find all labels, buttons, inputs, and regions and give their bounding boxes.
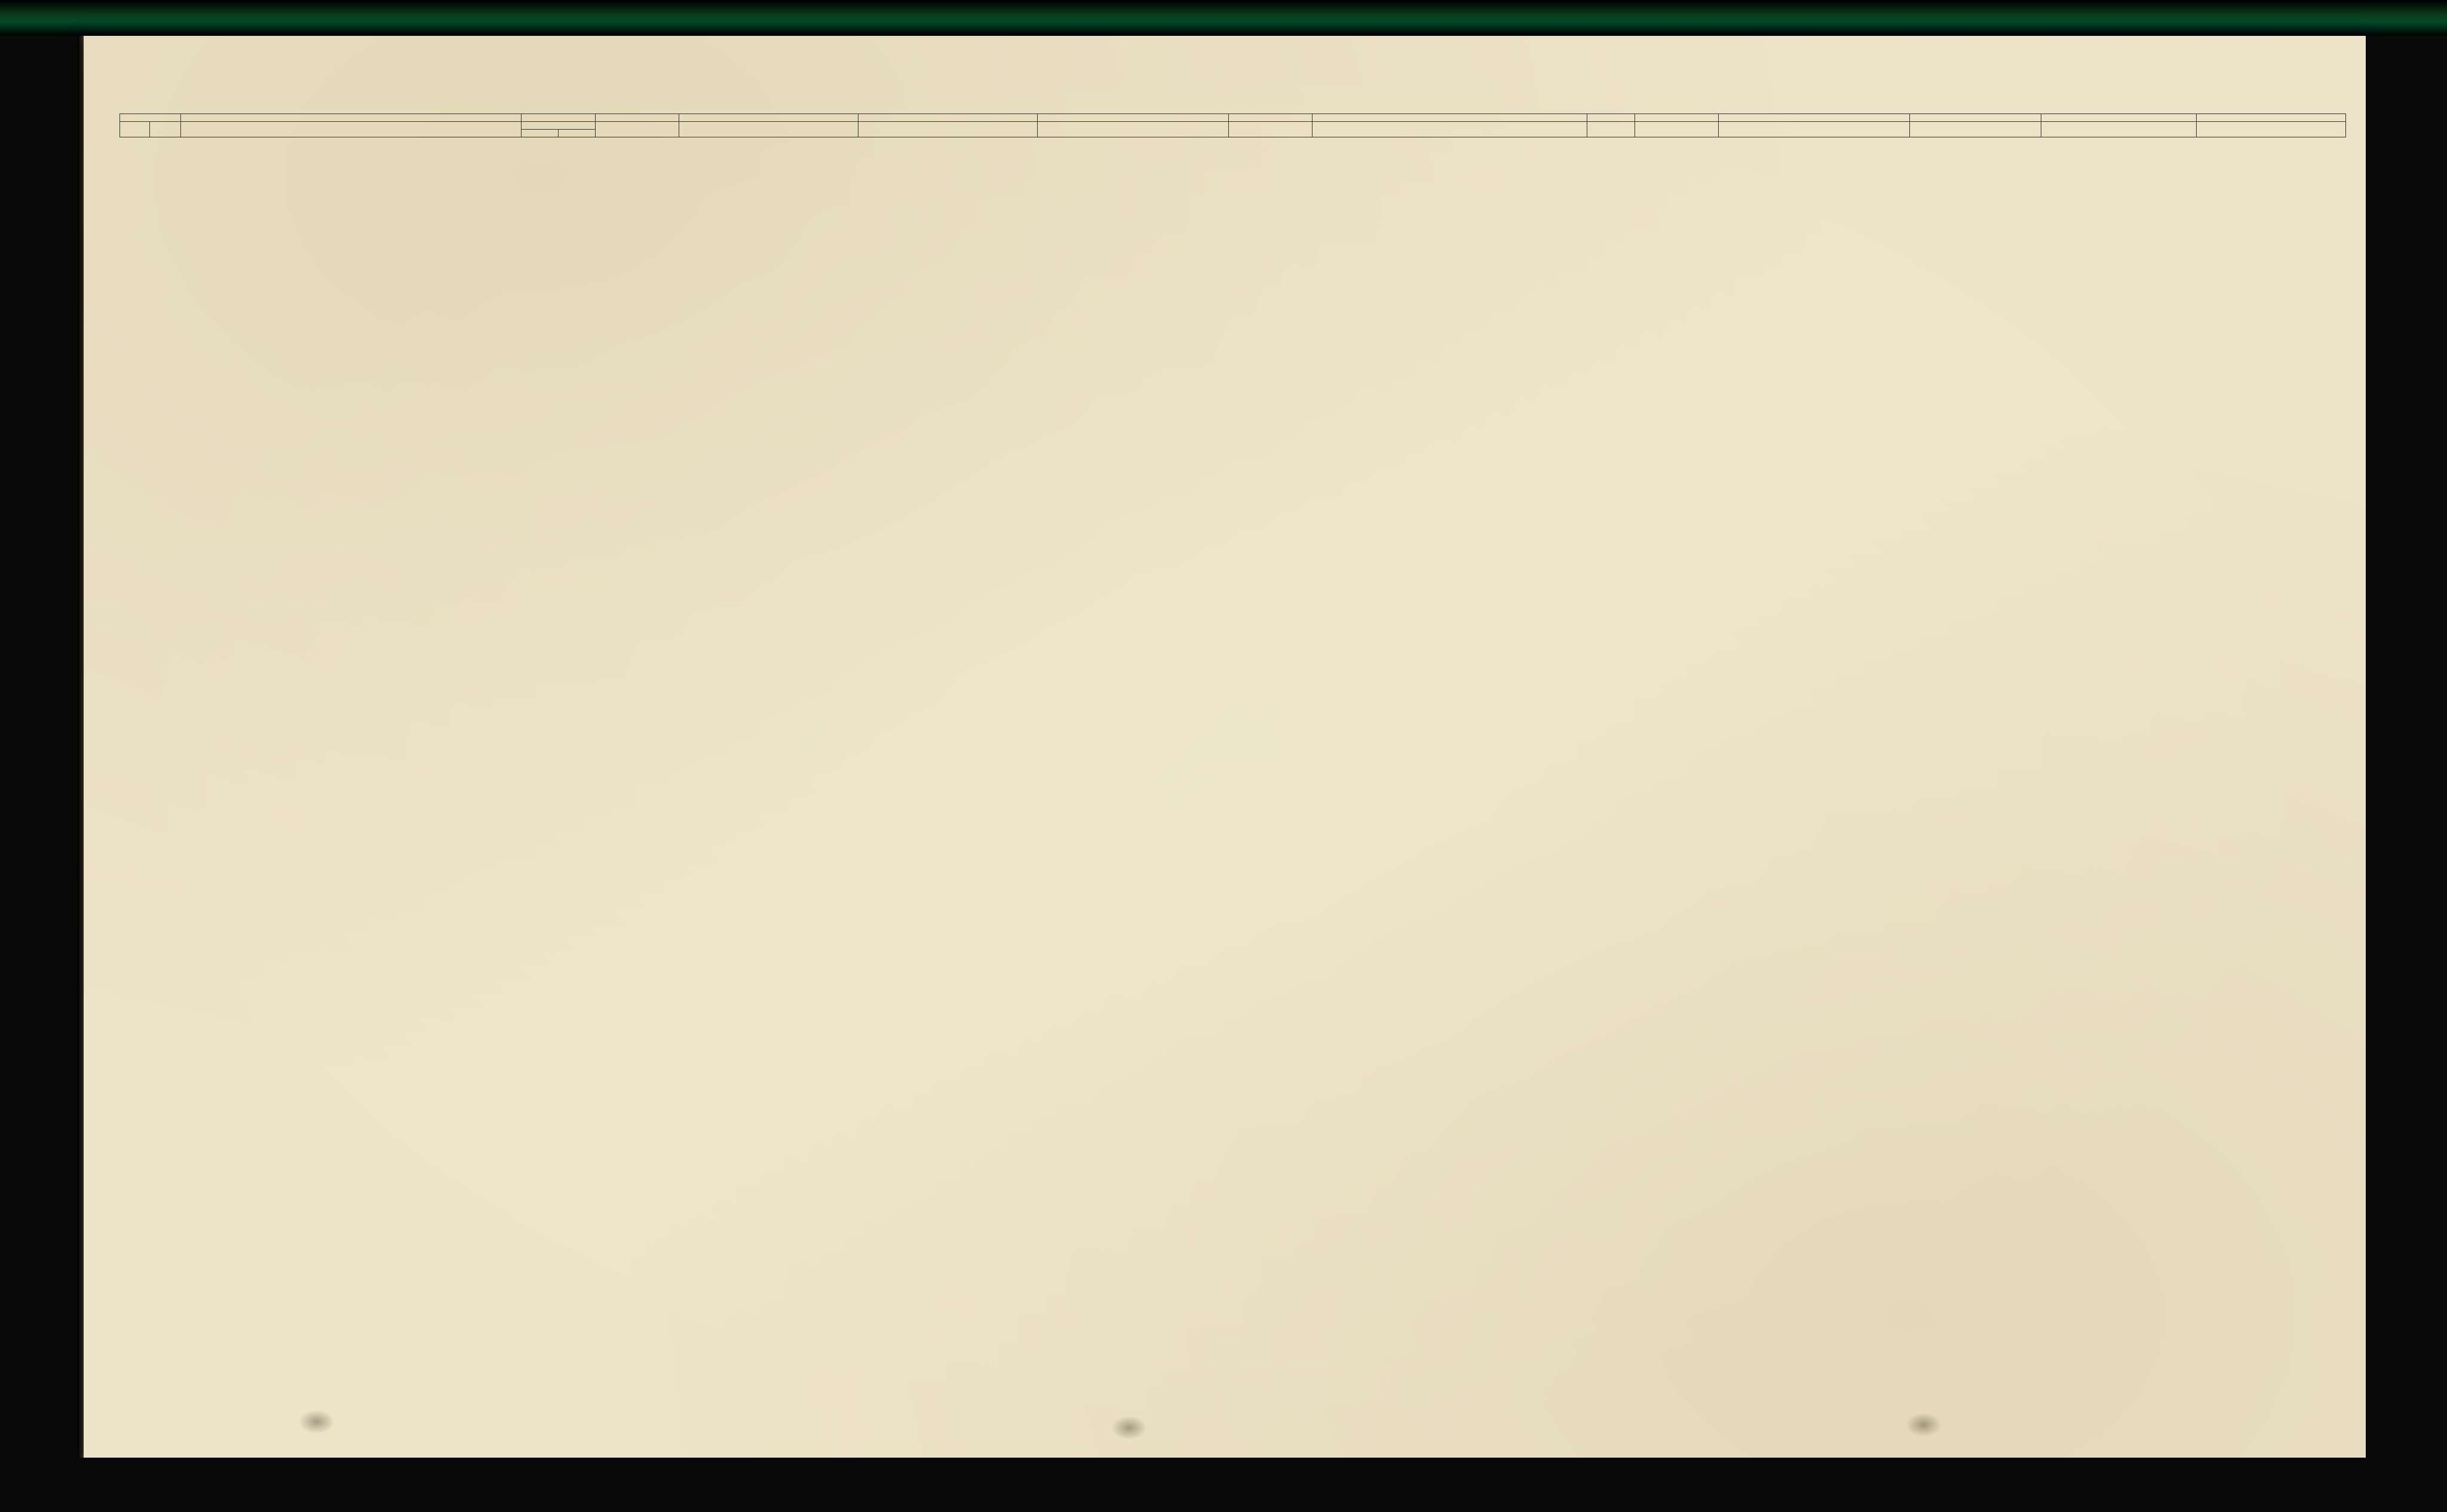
hdr-residence [596,122,679,137]
hdr-temp-absent [858,122,1038,137]
colnum-12 [1910,114,2041,122]
colnum-13 [2041,114,2197,122]
hdr-family-pos [1038,122,1229,137]
scanner-top-bar [0,0,2447,36]
hdr-household-no [120,122,150,137]
colnum-11 [1719,114,1910,122]
hdr-disability [2197,122,2346,137]
header-row-labels [120,122,2346,130]
colnum-6 [858,114,1038,122]
hdr-sex [522,122,596,130]
census-form-page [84,36,2366,1458]
hdr-marital [1229,122,1313,137]
hdr-name [181,122,522,137]
colnum-4 [596,114,679,122]
colnum-8 [1229,114,1313,122]
colnum-10 [1635,114,1719,122]
hdr-unemployed [1587,122,1635,137]
colnum-7 [1038,114,1229,122]
census-table [119,114,2346,137]
table-header [120,114,2346,137]
hdr-occupation [1313,122,1587,137]
hdr-birthplace [1719,122,1910,137]
hdr-birth [1635,122,1719,137]
hdr-faith [2041,122,2197,137]
header-row-numbers [120,114,2346,122]
colnum-5 [679,114,858,122]
colnum-14 [2197,114,2346,122]
hdr-person-no [150,122,181,137]
hdr-sex-m [522,130,559,137]
paper-smudge [1906,1413,1942,1437]
colnum-9b [1587,114,1635,122]
paper-smudge [1111,1416,1147,1440]
paper-smudge [299,1410,335,1434]
colnum-2 [181,114,522,122]
colnum-9a [1313,114,1587,122]
hdr-temp-present [679,122,858,137]
hdr-nationality [1910,122,2041,137]
colnum-1 [120,114,181,122]
colnum-3 [522,114,596,122]
hdr-sex-k [559,130,596,137]
